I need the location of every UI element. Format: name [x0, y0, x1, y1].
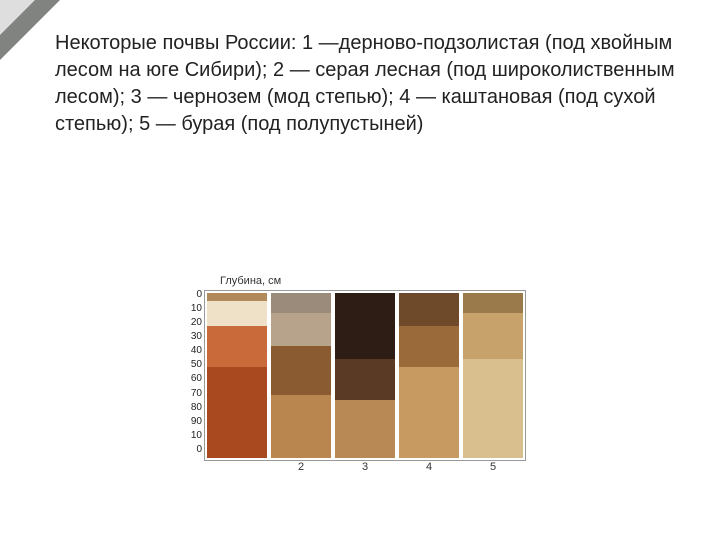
depth-tick: 80: [180, 403, 202, 413]
stratum: [271, 313, 331, 346]
stratum: [271, 395, 331, 458]
depth-tick: 0: [180, 290, 202, 300]
stratum: [335, 400, 395, 458]
stratum: [335, 359, 395, 400]
corner-decoration: [0, 0, 60, 60]
column-labels: 2345: [204, 461, 560, 473]
depth-tick: 50: [180, 360, 202, 370]
column-label: 2: [271, 461, 331, 473]
depth-tick: 90: [180, 417, 202, 427]
soil-profiles-figure: Глубина, см 0102030405060708090100 2345: [180, 275, 560, 473]
chart-area: 0102030405060708090100: [180, 290, 560, 461]
depth-tick: 70: [180, 389, 202, 399]
depth-tick: 0: [180, 445, 202, 455]
stratum: [463, 359, 523, 458]
stratum: [399, 367, 459, 458]
soil-profile-2: [271, 293, 331, 458]
caption-text: Некоторые почвы России: 1 —дерново-подзо…: [55, 30, 690, 138]
stratum: [207, 326, 267, 367]
stratum: [271, 346, 331, 396]
depth-tick: 20: [180, 318, 202, 328]
column-label: 4: [399, 461, 459, 473]
profile-strip: [204, 290, 526, 461]
depth-tick: 30: [180, 332, 202, 342]
column-label: 3: [335, 461, 395, 473]
depth-axis-title: Глубина, см: [220, 275, 560, 287]
stratum: [271, 293, 331, 313]
slide: Некоторые почвы России: 1 —дерново-подзо…: [0, 0, 720, 540]
depth-tick: 10: [180, 431, 202, 441]
stratum: [463, 313, 523, 359]
soil-profile-5: [463, 293, 523, 458]
soil-profile-4: [399, 293, 459, 458]
stratum: [399, 326, 459, 367]
stratum: [207, 367, 267, 458]
column-label: 5: [463, 461, 523, 473]
stratum: [207, 293, 267, 301]
stratum: [207, 301, 267, 326]
stratum: [463, 293, 523, 313]
depth-tick: 60: [180, 374, 202, 384]
soil-profile-3: [335, 293, 395, 458]
stratum: [399, 293, 459, 326]
soil-profile-1: [207, 293, 267, 458]
stratum: [335, 293, 395, 359]
depth-tick: 10: [180, 304, 202, 314]
depth-tick: 40: [180, 346, 202, 356]
depth-axis-labels: 0102030405060708090100: [180, 290, 204, 455]
